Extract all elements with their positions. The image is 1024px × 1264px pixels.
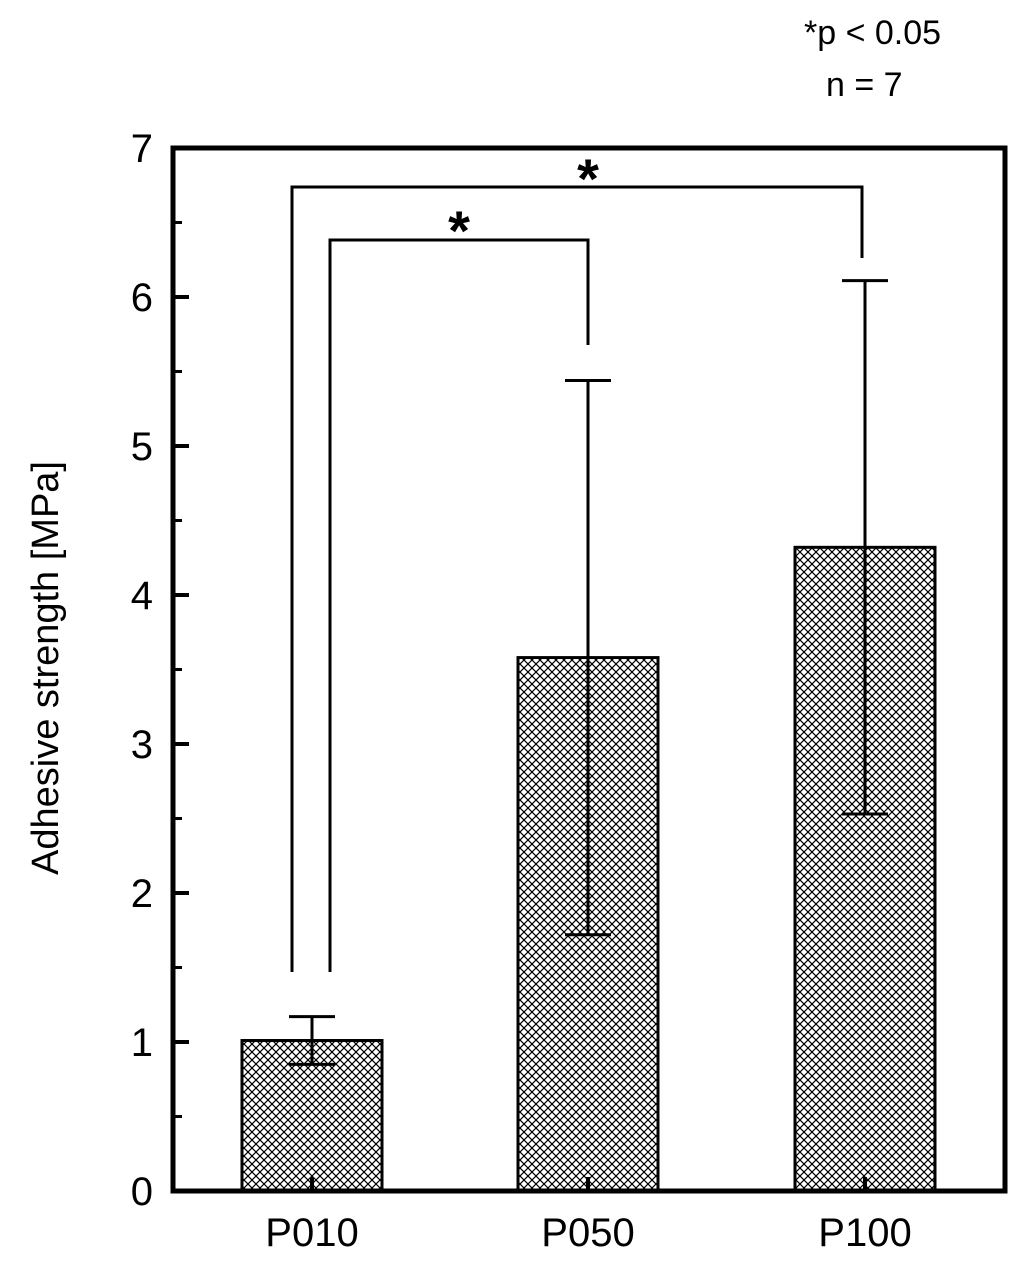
x-tick-label: P050 [541, 1211, 634, 1255]
y-axis-label: Adhesive strength [MPa] [25, 461, 67, 875]
x-tick-label: P010 [265, 1211, 358, 1255]
y-tick-label: 3 [131, 723, 153, 767]
y-tick-label: 4 [131, 574, 153, 618]
p-value-note: *p < 0.05 [804, 14, 942, 52]
y-tick-label: 5 [131, 425, 153, 469]
y-tick-label: 7 [131, 127, 153, 171]
plot-frame [170, 145, 1008, 1194]
significance-bracket [328, 238, 590, 972]
significance-marker: * [448, 199, 470, 262]
y-tick-label: 6 [131, 276, 153, 320]
y-tick-label: 2 [131, 872, 153, 916]
y-tick-label: 1 [131, 1021, 153, 1065]
x-tick-label: P100 [818, 1211, 911, 1255]
sample-size-note: n = 7 [826, 66, 903, 104]
y-tick-label: 0 [131, 1170, 153, 1214]
significance-bracket [290, 185, 864, 972]
significance-marker: * [577, 147, 599, 210]
